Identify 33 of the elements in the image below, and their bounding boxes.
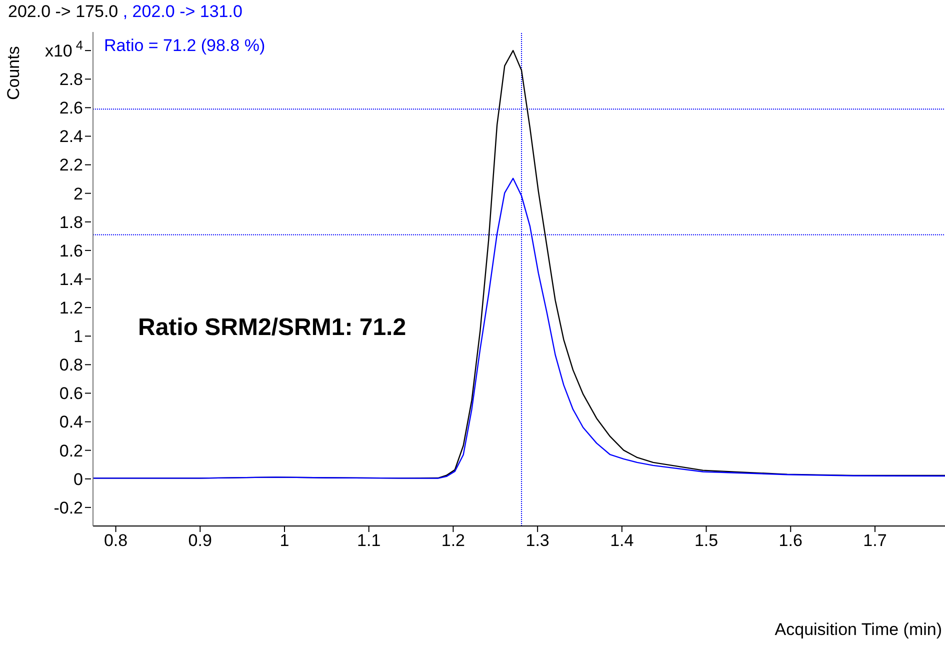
y-tick-label: 1.4 [59,270,83,289]
y-tick-label: 2.2 [59,156,83,175]
y-tick-label: 0.6 [59,384,83,404]
y-axis-title: Counts [4,46,24,100]
y-tick-label: 1.2 [59,298,83,318]
x-tick-label: 1.4 [610,531,634,550]
x-tick-label: 0.9 [188,531,212,550]
y-tick-label: 2.4 [59,127,83,146]
text: , 202.0 -> 131.0 [122,2,242,21]
x-tick-label: 1 [280,531,290,550]
x-tick-label: 1.6 [778,531,802,550]
y-tick-label: 0.4 [59,412,83,432]
y-tick-label: 2.6 [59,98,83,118]
x-tick-label: 1.7 [863,531,887,550]
annotation: Ratio SRM2/SRM1: 71.2 [138,314,406,342]
x-tick-label: 0.8 [104,531,128,550]
annotation: Ratio = 71.2 (98.8 %) [104,36,266,56]
y-tick-label: 1.8 [59,212,83,232]
text: 202.0 -> 175.0 [8,2,118,21]
y-tick-label: 0.2 [59,441,83,460]
x-tick-label: 1.2 [441,531,466,550]
x-axis-title: Acquisition Time (min) [774,620,942,640]
y-tick-label: 0.8 [59,356,83,375]
x-tick-label: 1.1 [357,531,381,550]
y-tick-label: 0 [74,470,83,489]
x-tick-label: 1.5 [694,531,718,550]
y-tick-label: -0.2 [54,498,83,518]
y-tick-label: 2.8 [59,70,83,90]
y-tick-label: 2 [74,184,83,204]
y-tick-label: 1 [74,327,83,346]
x-tick-label: 1.3 [526,531,550,550]
y-tick-label: 1.6 [59,241,83,260]
y-tick-label: x10$^{4}$ [44,37,83,61]
